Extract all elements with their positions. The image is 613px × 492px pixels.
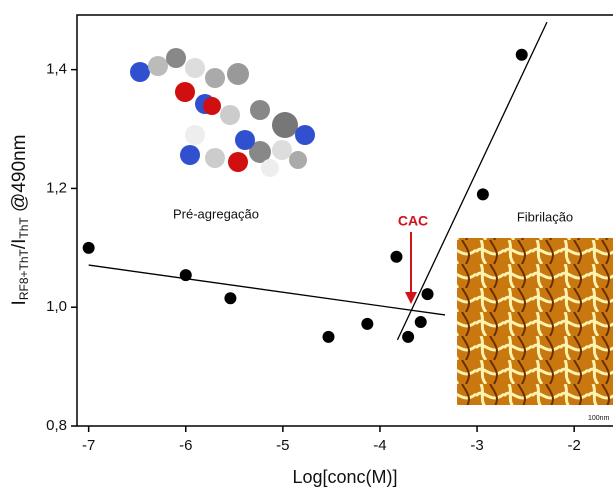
fit-line (396, 21, 548, 341)
y-label-part: ThT (17, 217, 31, 239)
scale-label: 100nm (588, 415, 610, 422)
afm-image (457, 238, 613, 405)
plot-frame (76, 14, 613, 427)
x-tick-label: -7 (82, 437, 95, 454)
x-tick-label: -5 (276, 437, 289, 454)
y-label-part: I (9, 300, 30, 305)
data-point (476, 188, 489, 201)
data-point (82, 241, 95, 254)
x-tick-label: -4 (373, 437, 386, 454)
molecule-image (130, 48, 315, 177)
data-point (179, 269, 192, 282)
y-label-part: /I (9, 239, 30, 250)
data-point (322, 330, 335, 343)
y-axis-label: IRF8+ThT/IThT @490nm (9, 135, 31, 306)
data-point (515, 48, 528, 61)
y-tick-label: 1,4 (46, 61, 67, 78)
y-tick-label: 1,0 (46, 298, 67, 315)
data-point (421, 288, 434, 301)
y-tick-label: 0,8 (46, 417, 67, 434)
x-axis-label: Log[conc(M)] (292, 467, 397, 487)
annotation: Fibrilação (517, 209, 573, 224)
x-tick-label: -6 (179, 437, 192, 454)
data-point (414, 316, 427, 329)
cac-arrow-head (405, 292, 417, 304)
data-point (224, 292, 237, 305)
x-tick-label: -3 (470, 437, 483, 454)
y-label-part: @490nm (9, 135, 30, 218)
data-point (390, 250, 403, 263)
data-point (361, 317, 374, 330)
y-label-part: RF8+ThT (17, 248, 31, 300)
y-tick-label: 1,2 (46, 179, 67, 196)
x-tick-label: -2 (567, 437, 580, 454)
data-point (402, 330, 415, 343)
fit-line (88, 264, 446, 316)
cac-label: CAC (398, 213, 428, 229)
annotation: Pré-agregação (173, 206, 259, 221)
